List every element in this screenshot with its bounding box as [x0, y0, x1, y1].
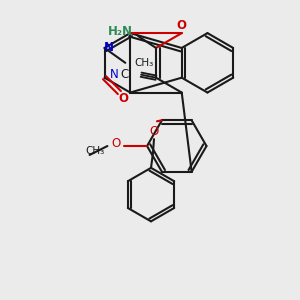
- Text: O: O: [112, 136, 121, 150]
- Text: N: N: [110, 68, 118, 81]
- Text: C: C: [120, 68, 128, 81]
- Text: O: O: [149, 125, 159, 138]
- Text: H₂N: H₂N: [108, 25, 133, 38]
- Text: CH₃: CH₃: [134, 58, 154, 68]
- Text: O: O: [118, 92, 128, 105]
- Text: N: N: [103, 41, 113, 55]
- Text: O: O: [177, 19, 187, 32]
- Text: CH₃: CH₃: [85, 146, 105, 156]
